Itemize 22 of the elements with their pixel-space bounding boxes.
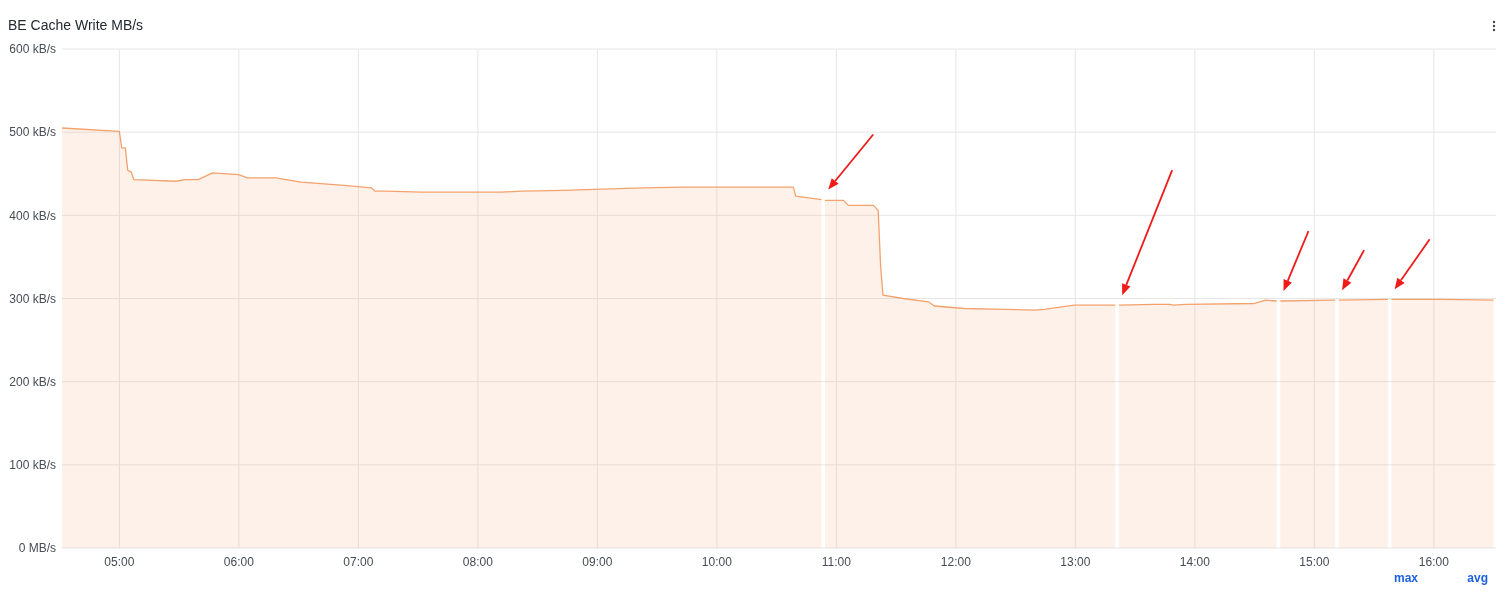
x-tick-label: 06:00 bbox=[223, 555, 255, 569]
y-tick-label: 200 kB/s bbox=[9, 374, 56, 389]
x-tick-label: 07:00 bbox=[343, 555, 374, 569]
y-tick-label: 600 kB/s bbox=[9, 42, 56, 57]
x-tick-label: 14:00 bbox=[1179, 555, 1211, 569]
y-tick-label: 0 MB/s bbox=[18, 541, 56, 556]
x-tick-label: 09:00 bbox=[582, 555, 613, 569]
x-tick-label: 12:00 bbox=[940, 555, 972, 569]
chart-title: BE Cache Write MB/s bbox=[8, 17, 144, 33]
text: max bbox=[1393, 571, 1419, 585]
y-tick-label: 300 kB/s bbox=[9, 291, 56, 306]
x-tick-label: 13:00 bbox=[1060, 555, 1091, 569]
y-tick-label: 100 kB/s bbox=[9, 458, 56, 473]
x-tick-label: 05:00 bbox=[104, 555, 135, 569]
x-tick-label: 10:00 bbox=[701, 555, 733, 569]
x-tick-label: 08:00 bbox=[462, 555, 494, 569]
text: avg bbox=[1467, 571, 1488, 585]
x-tick-label: 11:00 bbox=[821, 555, 852, 569]
x-tick-label: 16:00 bbox=[1418, 555, 1450, 569]
x-tick-label: 15:00 bbox=[1299, 555, 1330, 569]
y-tick-label: 500 kB/s bbox=[9, 125, 56, 140]
y-tick-label: 400 kB/s bbox=[9, 208, 56, 223]
